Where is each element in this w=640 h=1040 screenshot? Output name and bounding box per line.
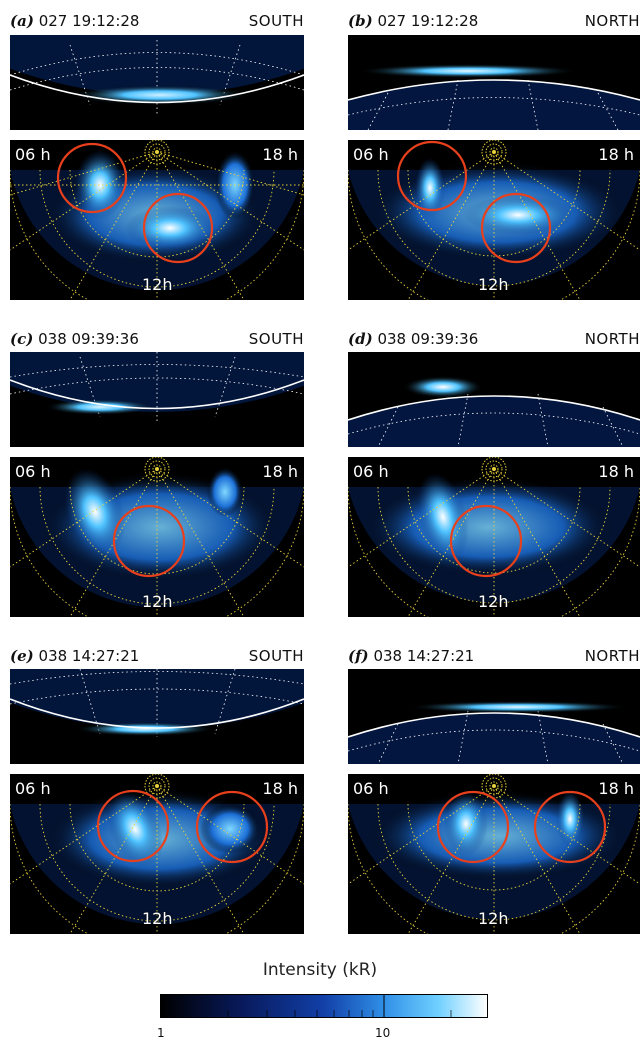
panel-c-polar-image: 06 h 18 h 12h: [10, 457, 304, 617]
panel-c-header: (c) 038 09:39:36 SOUTH: [10, 330, 304, 352]
panel-b-label-18h: 18 h: [598, 145, 634, 164]
panel-b-polar-image: 06 h 18 h 12h: [348, 140, 640, 300]
panel-a-hemisphere: SOUTH: [248, 12, 304, 30]
panel-a-limb-image: [10, 35, 304, 130]
panel-d-hemisphere: NORTH: [584, 330, 640, 348]
colorbar-min-label: 1: [157, 1026, 165, 1040]
panel-f-header: (f) 038 14:27:21 NORTH: [348, 647, 640, 669]
panel-b-header: (b) 027 19:12:28 NORTH: [348, 12, 640, 34]
panel-c-hemisphere: SOUTH: [248, 330, 304, 348]
panel-d-label-18h: 18 h: [598, 462, 634, 481]
panel-c-label-06h: 06 h: [15, 462, 51, 481]
panel-e-info: 038 14:27:21: [38, 647, 140, 665]
panel-f-letter: (f): [348, 647, 369, 665]
panel-e-label-18h: 18 h: [262, 779, 298, 798]
panel-d-limb-image: [348, 352, 640, 447]
panel-e-limb-image: [10, 669, 304, 764]
panel-e-label-12h: 12h: [142, 909, 173, 928]
panel-f-info: 038 14:27:21: [373, 647, 475, 665]
panel-d-label-06h: 06 h: [353, 462, 389, 481]
panel-f-hemisphere: NORTH: [584, 647, 640, 665]
panel-e-header: (e) 038 14:27:21 SOUTH: [10, 647, 304, 669]
panel-c-label-12h: 12h: [142, 592, 173, 611]
panel-a-label-12h: 12h: [142, 275, 173, 294]
panel-e-letter: (e): [10, 647, 34, 665]
panel-c-letter: (c): [10, 330, 34, 348]
panel-a-label-06h: 06 h: [15, 145, 51, 164]
panel-e-hemisphere: SOUTH: [248, 647, 304, 665]
panel-d-polar-image: 06 h 18 h 12h: [348, 457, 640, 617]
panel-b-label-06h: 06 h: [353, 145, 389, 164]
panel-d-info: 038 09:39:36: [377, 330, 479, 348]
colorbar-title: Intensity (kR): [262, 960, 378, 980]
panel-a-polar-image: 06 h 18 h 12h: [10, 140, 304, 300]
panel-c-limb-image: [10, 352, 304, 447]
panel-a-label-18h: 18 h: [262, 145, 298, 164]
panel-c-info: 038 09:39:36: [38, 330, 139, 348]
panel-f-label-18h: 18 h: [598, 779, 634, 798]
panel-a-info: 027 19:12:28: [38, 12, 140, 30]
panel-e-polar-image: 06 h 18 h 12h: [10, 774, 304, 934]
panel-d-header: (d) 038 09:39:36 NORTH: [348, 330, 640, 352]
panel-f-label-06h: 06 h: [353, 779, 389, 798]
panel-b-label-12h: 12h: [478, 275, 509, 294]
panel-b-info: 027 19:12:28: [377, 12, 479, 30]
panel-f-limb-image: [348, 669, 640, 764]
panel-b-hemisphere: NORTH: [584, 12, 640, 30]
panel-f-label-12h: 12h: [478, 909, 509, 928]
panel-b-letter: (b): [348, 12, 373, 30]
panel-a-header: (a) 027 19:12:28 SOUTH: [10, 12, 304, 34]
panel-d-label-12h: 12h: [478, 592, 509, 611]
colorbar-mid-label: 10: [375, 1026, 391, 1040]
panel-d-letter: (d): [348, 330, 373, 348]
panel-c-label-18h: 18 h: [262, 462, 298, 481]
panel-a-letter: (a): [10, 12, 34, 30]
colorbar: [160, 994, 488, 1018]
panel-b-limb-image: [348, 35, 640, 130]
panel-f-polar-image: 06 h 18 h 12h: [348, 774, 640, 934]
panel-e-label-06h: 06 h: [15, 779, 51, 798]
